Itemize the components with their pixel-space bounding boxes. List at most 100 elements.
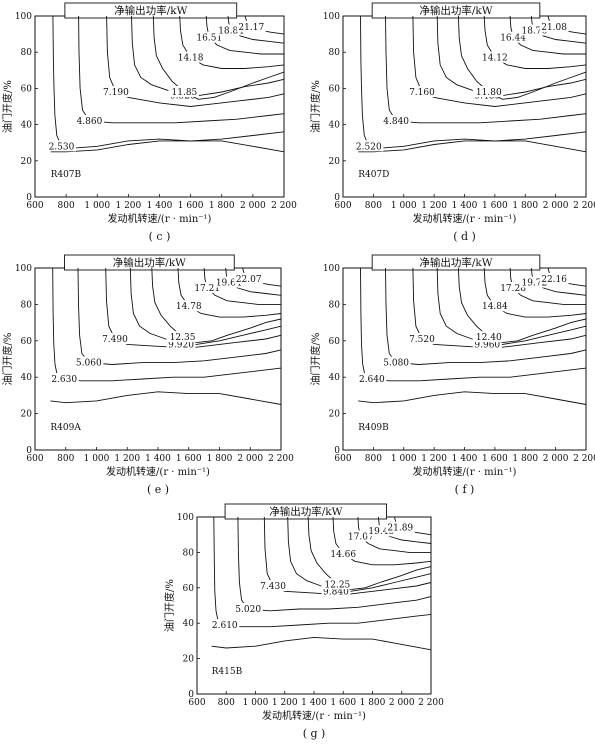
contour-label-bg bbox=[498, 282, 528, 294]
y-tick-label: 60 bbox=[21, 84, 33, 94]
panel-caption: ( g ) bbox=[303, 727, 326, 740]
contour-line bbox=[530, 15, 587, 44]
contour-label-bg bbox=[407, 86, 437, 98]
x-axis-title: 发动机转速/(r · min⁻¹) bbox=[106, 465, 210, 478]
x-tick-label: 1 000 bbox=[84, 454, 110, 464]
contour-label-bg bbox=[234, 272, 264, 284]
y-tick-label: 0 bbox=[188, 690, 194, 700]
contour-line bbox=[357, 516, 431, 553]
legend-title: 净输出功率/kW bbox=[419, 4, 492, 17]
y-tick-label: 80 bbox=[21, 300, 33, 310]
contour-label-bg bbox=[474, 86, 504, 98]
contour-line bbox=[106, 15, 285, 107]
y-tick-label: 80 bbox=[21, 48, 33, 58]
panel-caption: ( d ) bbox=[453, 230, 476, 243]
legend-title: 净输出功率/kW bbox=[113, 256, 186, 269]
contour-line bbox=[237, 516, 432, 612]
refrigerant-label: R409A bbox=[50, 423, 81, 433]
contour-line-lowest bbox=[358, 140, 587, 153]
x-tick-label: 1 200 bbox=[421, 454, 447, 464]
contour-label-bg bbox=[366, 525, 396, 537]
x-tick-label: 1 200 bbox=[421, 201, 447, 211]
x-tick-label: 600 bbox=[334, 454, 351, 464]
contour-label-bg bbox=[407, 332, 437, 344]
contour-line bbox=[412, 267, 587, 349]
contour-label-bg bbox=[539, 20, 569, 32]
contour-label-bg bbox=[480, 300, 510, 312]
x-tick-label: 1 000 bbox=[391, 201, 417, 211]
contour-label: 4.860 bbox=[77, 117, 103, 127]
y-tick-label: 100 bbox=[15, 12, 32, 22]
y-tick-label: 40 bbox=[183, 619, 195, 629]
contour-line bbox=[225, 267, 282, 296]
x-tick-label: 1 000 bbox=[84, 201, 110, 211]
contour-label-bg bbox=[480, 51, 510, 63]
x-axis-title: 发动机转速/(r · min⁻¹) bbox=[413, 212, 517, 225]
x-tick-label: 600 bbox=[26, 201, 43, 211]
x-tick-label: 1 600 bbox=[176, 454, 202, 464]
contour-label-bg bbox=[210, 618, 240, 630]
x-tick-label: 1 800 bbox=[512, 454, 538, 464]
contour-label: 11.80 bbox=[476, 88, 502, 98]
x-tick-label: 800 bbox=[218, 698, 235, 708]
y-tick-label: 20 bbox=[21, 157, 33, 167]
x-tick-label: 2 000 bbox=[389, 698, 415, 708]
x-tick-label: 800 bbox=[365, 201, 382, 211]
contour-label: 5.020 bbox=[235, 605, 261, 615]
legend-title-box bbox=[64, 2, 238, 19]
contour-label: 11.85 bbox=[172, 88, 198, 98]
panel-caption: ( c ) bbox=[149, 230, 171, 243]
x-tick-label: 1 600 bbox=[482, 201, 508, 211]
contour-label: 2.610 bbox=[212, 621, 238, 631]
y-tick-label: 40 bbox=[329, 121, 341, 131]
contour-label: 9.960 bbox=[474, 340, 500, 350]
contour-label-bg bbox=[49, 373, 79, 385]
contour-label-bg bbox=[194, 31, 224, 43]
x-tick-label: 2 200 bbox=[573, 201, 595, 211]
contour-label-bg bbox=[474, 331, 504, 343]
x-tick-label: 1 200 bbox=[115, 201, 141, 211]
y-tick-label: 0 bbox=[26, 193, 32, 203]
y-tick-label: 100 bbox=[323, 264, 340, 274]
contour-label-bg bbox=[216, 24, 246, 36]
contour-label: 2.630 bbox=[51, 375, 77, 385]
x-tick-label: 800 bbox=[58, 201, 75, 211]
contour-label: 5.060 bbox=[76, 359, 102, 369]
x-tick-label: 800 bbox=[57, 454, 74, 464]
contour-label-bg bbox=[472, 338, 502, 350]
x-tick-label: 1 000 bbox=[391, 454, 417, 464]
x-tick-label: 1 800 bbox=[207, 454, 233, 464]
contour-label: 16.44 bbox=[500, 34, 526, 44]
contour-label: 16.51 bbox=[196, 34, 222, 44]
x-tick-label: 1 600 bbox=[330, 698, 356, 708]
refrigerant-label: R415B bbox=[212, 667, 243, 677]
y-tick-label: 0 bbox=[26, 446, 32, 456]
y-tick-label: 80 bbox=[183, 548, 195, 558]
x-tick-label: 800 bbox=[365, 454, 382, 464]
x-tick-label: 1 400 bbox=[301, 698, 327, 708]
y-axis-title: 油门开度/% bbox=[309, 333, 322, 386]
contour-label: 17.28 bbox=[500, 284, 526, 294]
y-tick-label: 20 bbox=[329, 410, 341, 420]
contour-line bbox=[483, 15, 587, 69]
plot-frame bbox=[34, 15, 285, 198]
x-tick-label: 1 800 bbox=[512, 201, 538, 211]
x-tick-label: 2 000 bbox=[543, 454, 569, 464]
contour-label: 9.920 bbox=[168, 340, 194, 350]
contour-label-bg bbox=[519, 276, 549, 288]
contour-label: 14.78 bbox=[176, 302, 202, 312]
x-axis-title: 发动机转速/(r · min⁻¹) bbox=[413, 465, 517, 478]
contour-line bbox=[385, 267, 587, 365]
contour-label-bg bbox=[328, 548, 358, 560]
contour-label-bg bbox=[354, 140, 384, 152]
y-tick-label: 100 bbox=[323, 12, 340, 22]
x-tick-label: 1 200 bbox=[272, 698, 298, 708]
contour-label: 14.18 bbox=[178, 54, 204, 64]
x-tick-label: 1 200 bbox=[114, 454, 140, 464]
y-axis-title: 油门开度/% bbox=[1, 333, 14, 386]
y-tick-label: 60 bbox=[183, 584, 195, 594]
legend-title: 净输出功率/kW bbox=[269, 505, 342, 518]
